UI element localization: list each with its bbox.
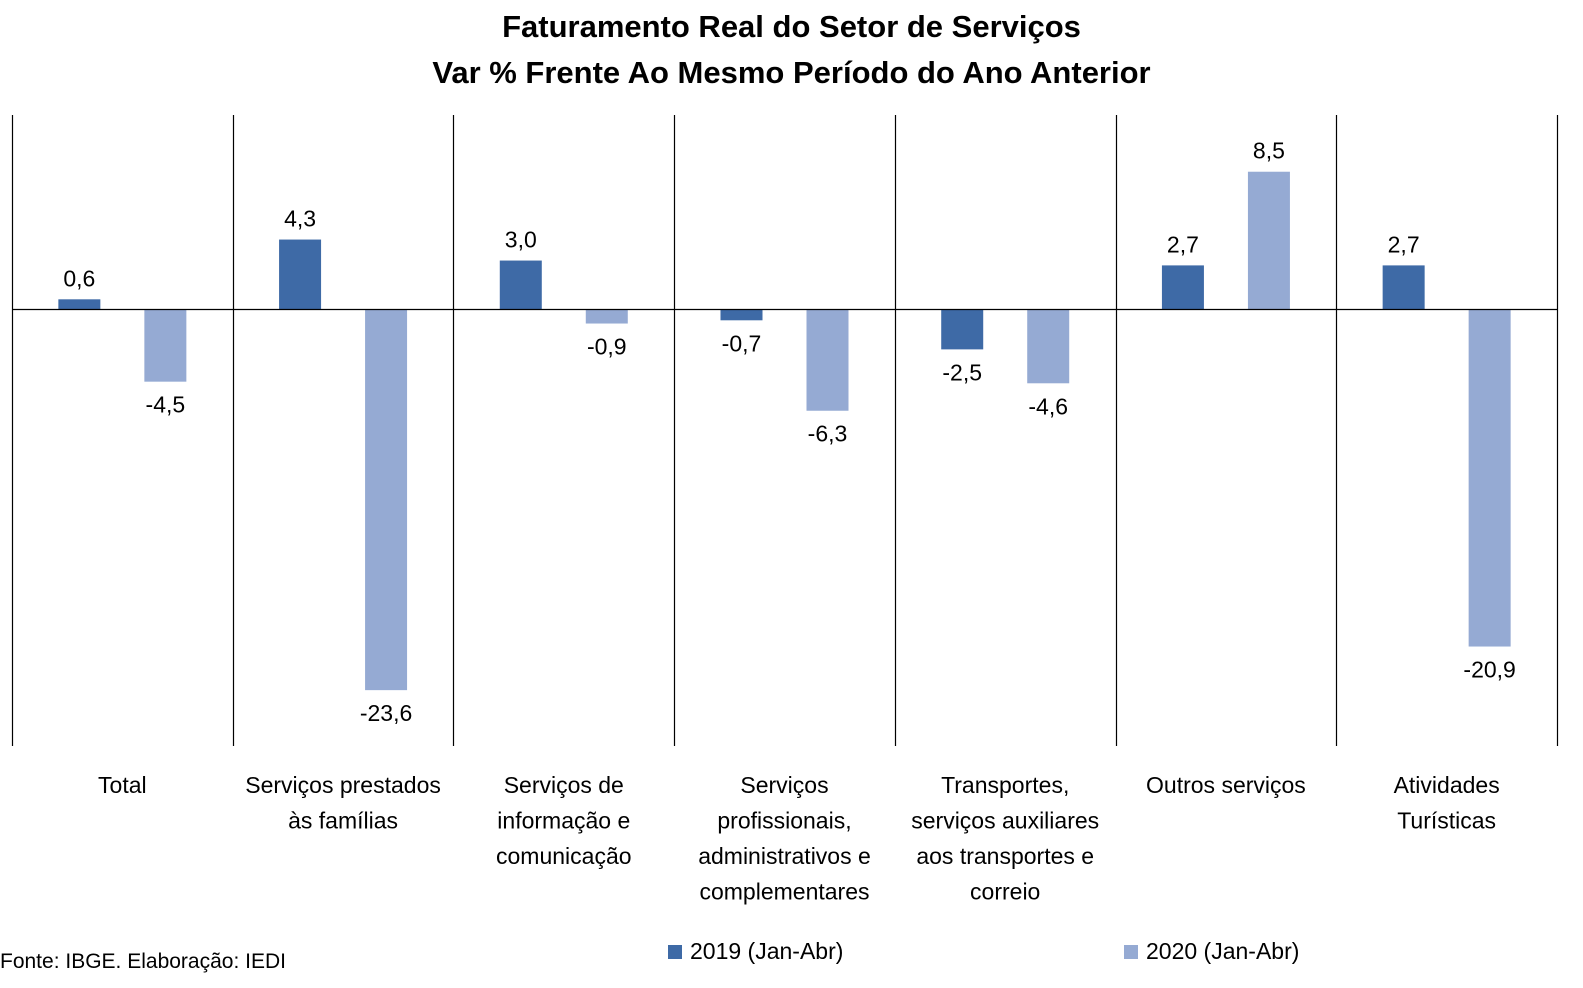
bar bbox=[1027, 309, 1070, 384]
category-label-line: Total bbox=[98, 772, 147, 798]
category-label-line: Atividades bbox=[1394, 772, 1500, 798]
category-label-line: comunicação bbox=[496, 843, 632, 869]
bar bbox=[806, 309, 849, 411]
data-label: -4,6 bbox=[1028, 393, 1068, 419]
category-label: Total bbox=[98, 772, 147, 798]
category-label-line: administrativos e bbox=[698, 843, 871, 869]
category-label-line: Turísticas bbox=[1397, 808, 1496, 834]
category-label-line: Outros serviços bbox=[1146, 772, 1306, 798]
bar bbox=[279, 239, 322, 309]
category-label-line: às famílias bbox=[288, 808, 398, 834]
data-label: -0,7 bbox=[722, 330, 762, 356]
bar bbox=[941, 309, 984, 350]
legend-label-2019: 2019 (Jan-Abr) bbox=[690, 938, 844, 964]
bar bbox=[720, 309, 763, 321]
category-label-line: Serviços bbox=[740, 772, 828, 798]
category-label-line: serviços auxiliares bbox=[911, 808, 1099, 834]
bar bbox=[1247, 171, 1290, 309]
category-label-line: informação e bbox=[497, 808, 630, 834]
legend-swatch-2020 bbox=[1124, 944, 1138, 959]
data-label: 2,7 bbox=[1167, 231, 1199, 257]
data-label: -20,9 bbox=[1463, 657, 1515, 683]
data-label: 3,0 bbox=[505, 227, 537, 253]
category-label: Serviços de informação e comunicação bbox=[496, 772, 632, 869]
category-label-line: Serviços de bbox=[504, 772, 624, 798]
category-label-line: complementares bbox=[699, 879, 869, 905]
category-label: Transportes, serviços auxiliares aos trans… bbox=[911, 772, 1099, 905]
data-label: -0,9 bbox=[587, 334, 627, 360]
legend-item-2019: 2019 (Jan-Abr) bbox=[668, 938, 843, 965]
chart-title: Faturamento Real do Setor de Serviços bbox=[502, 9, 1081, 44]
category-label: Outros serviços bbox=[1146, 772, 1306, 798]
bar bbox=[585, 309, 628, 324]
bar bbox=[365, 309, 408, 691]
category-label: Atividades Turísticas bbox=[1394, 772, 1500, 834]
bar bbox=[58, 299, 101, 309]
bar bbox=[1382, 265, 1425, 309]
category-label-line: profissionais, bbox=[717, 808, 851, 834]
category-label-line: correio bbox=[970, 879, 1040, 905]
data-label: 8,5 bbox=[1253, 138, 1285, 164]
data-label: -2,5 bbox=[942, 359, 982, 385]
chart-subtitle: Var % Frente Ao Mesmo Período do Ano Ant… bbox=[432, 55, 1151, 90]
category-label-line: Serviços prestados bbox=[245, 772, 441, 798]
bar bbox=[1468, 309, 1511, 647]
category-label-line: aos transportes e bbox=[916, 843, 1094, 869]
data-label: -6,3 bbox=[808, 421, 848, 447]
data-label: 4,3 bbox=[284, 206, 316, 232]
category-label: Serviços profissionais, administrativos e c… bbox=[698, 772, 871, 905]
data-label: 2,7 bbox=[1388, 231, 1420, 257]
legend-item-2020: 2020 (Jan-Abr) bbox=[1124, 938, 1299, 965]
bar bbox=[499, 260, 542, 309]
data-label: 0,6 bbox=[63, 265, 95, 291]
legend-label-2020: 2020 (Jan-Abr) bbox=[1146, 938, 1300, 964]
legend-swatch-2019 bbox=[668, 944, 682, 959]
bar bbox=[1161, 265, 1204, 309]
category-label-line: Transportes, bbox=[941, 772, 1069, 798]
data-label: -23,6 bbox=[360, 700, 412, 726]
category-label: Serviços prestados às famílias bbox=[245, 772, 441, 834]
data-label: -4,5 bbox=[146, 392, 186, 418]
bar bbox=[144, 309, 187, 382]
source-note: Fonte: IBGE. Elaboração: IEDI bbox=[0, 950, 286, 973]
